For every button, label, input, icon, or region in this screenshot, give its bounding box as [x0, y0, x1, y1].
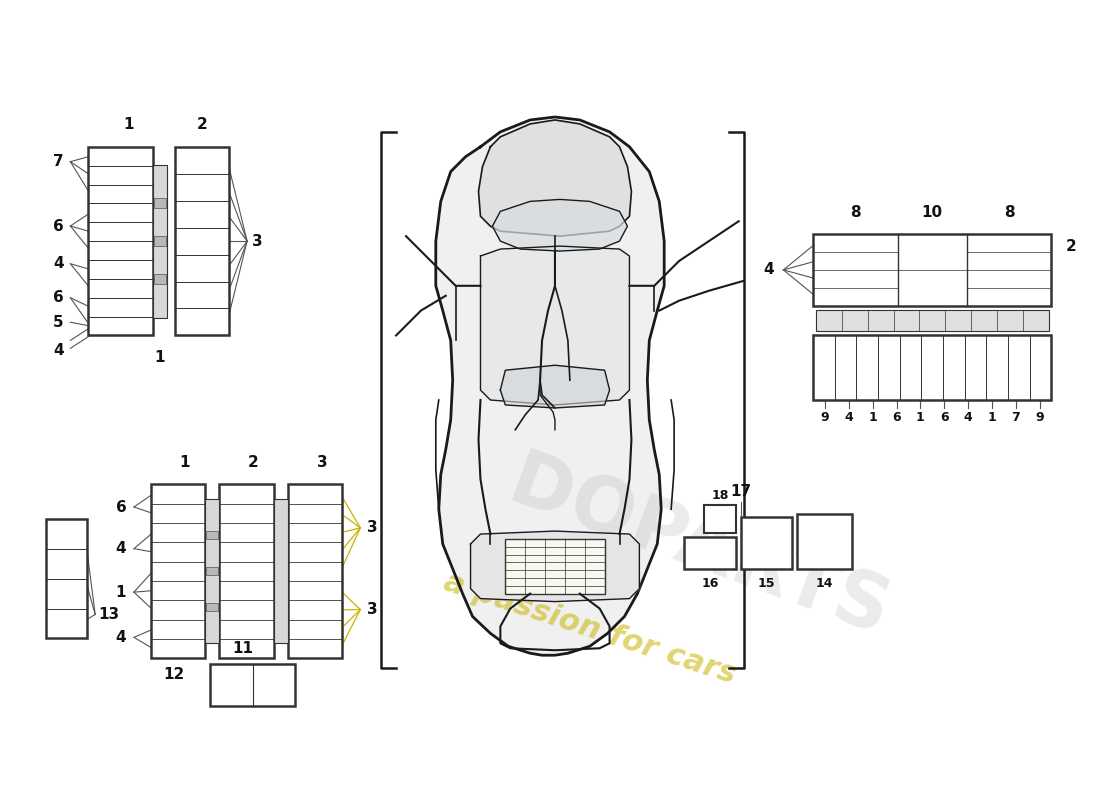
Text: 1: 1	[988, 411, 997, 424]
Text: 3: 3	[367, 602, 377, 617]
Text: 2: 2	[1066, 238, 1077, 254]
Bar	[154, 236, 166, 246]
Text: 1: 1	[916, 411, 925, 424]
Bar	[898, 234, 967, 306]
Polygon shape	[436, 117, 664, 655]
Text: 7: 7	[53, 154, 64, 169]
Text: 18: 18	[711, 489, 728, 502]
Bar	[207, 567, 218, 575]
Bar	[704, 506, 736, 533]
Bar	[45, 519, 87, 638]
Text: 2: 2	[197, 118, 207, 133]
Text: 15: 15	[758, 578, 776, 590]
Bar	[206, 499, 219, 643]
Text: 9: 9	[821, 411, 829, 424]
Text: 12: 12	[164, 666, 185, 682]
Text: 5: 5	[53, 314, 64, 330]
Bar	[154, 274, 166, 284]
Text: 3: 3	[367, 520, 377, 535]
Text: 9: 9	[1035, 411, 1044, 424]
Text: 10: 10	[922, 205, 943, 220]
Bar	[684, 537, 736, 569]
Bar	[154, 198, 166, 208]
Bar	[175, 146, 229, 335]
Text: 8: 8	[1004, 205, 1014, 220]
Text: 4: 4	[763, 262, 773, 278]
Text: 6: 6	[892, 411, 901, 424]
Text: 2: 2	[249, 455, 258, 470]
Text: 17: 17	[730, 484, 751, 499]
Polygon shape	[493, 199, 627, 251]
Bar	[288, 485, 342, 658]
Text: 1: 1	[179, 455, 190, 470]
Bar	[740, 517, 792, 569]
Text: 8: 8	[850, 205, 860, 220]
Text: 7: 7	[1011, 411, 1020, 424]
Bar	[88, 146, 153, 335]
Bar	[151, 485, 206, 658]
Polygon shape	[481, 246, 629, 405]
Text: 11: 11	[232, 641, 253, 656]
Bar	[153, 165, 167, 318]
Text: 13: 13	[99, 607, 120, 622]
Bar	[540, 539, 570, 594]
Text: 6: 6	[53, 290, 64, 306]
Text: 4: 4	[845, 411, 854, 424]
Text: 4: 4	[964, 411, 972, 424]
Text: 1: 1	[116, 585, 127, 600]
Text: 1: 1	[868, 411, 877, 424]
Text: 16: 16	[701, 578, 718, 590]
Bar	[904, 310, 965, 331]
Polygon shape	[471, 531, 639, 602]
Text: 3: 3	[252, 234, 263, 249]
Text: a passion for cars: a passion for cars	[440, 567, 739, 690]
Text: 6: 6	[939, 411, 948, 424]
Text: 4: 4	[116, 630, 127, 645]
Text: 6: 6	[116, 499, 127, 514]
Bar	[813, 335, 1052, 400]
Text: 4: 4	[116, 542, 127, 556]
Bar	[813, 234, 1052, 306]
Bar	[816, 310, 1048, 331]
Bar	[274, 499, 288, 643]
Text: 4: 4	[53, 343, 64, 358]
Text: 1: 1	[154, 350, 165, 365]
Bar	[219, 485, 274, 658]
Text: 3: 3	[317, 455, 328, 470]
Text: 6: 6	[53, 218, 64, 234]
Bar	[207, 603, 218, 611]
Bar	[207, 531, 218, 539]
Polygon shape	[478, 120, 631, 236]
Text: 1: 1	[123, 118, 134, 133]
Bar	[505, 539, 605, 594]
Text: DOPARTS: DOPARTS	[498, 446, 899, 652]
Bar	[210, 664, 295, 706]
Text: 14: 14	[816, 578, 834, 590]
Polygon shape	[500, 366, 609, 408]
Bar	[798, 514, 851, 569]
Text: 4: 4	[53, 256, 64, 271]
